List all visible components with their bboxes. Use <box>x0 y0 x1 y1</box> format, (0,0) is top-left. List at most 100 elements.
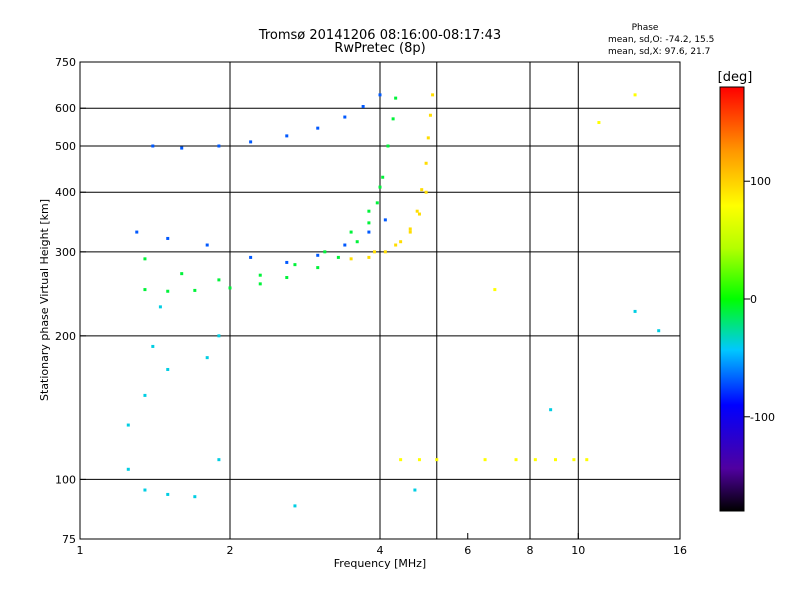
data-point <box>285 276 289 280</box>
data-point <box>126 467 130 471</box>
data-point <box>657 329 661 333</box>
y-tick-label: 100 <box>55 473 76 486</box>
data-point <box>383 250 387 254</box>
colorbar-tick-label: 0 <box>750 293 757 306</box>
stats-o-line: mean, sd,O: -74.2, 15.5 <box>608 35 714 45</box>
data-point <box>585 458 589 462</box>
chart-title: Tromsø 20141206 08:16:00-08:17:43 <box>258 28 501 43</box>
data-point <box>399 240 403 244</box>
data-point <box>217 458 221 462</box>
data-point <box>428 113 432 117</box>
data-point <box>193 288 197 292</box>
data-point <box>378 185 382 189</box>
data-point <box>394 96 398 100</box>
x-tick-label: 10 <box>571 544 585 557</box>
data-point <box>180 272 184 276</box>
x-tick-label: 8 <box>527 544 534 557</box>
data-point <box>408 230 412 234</box>
y-tick-label: 300 <box>55 246 76 259</box>
data-point <box>166 236 170 240</box>
data-point <box>426 136 430 140</box>
data-point <box>343 115 347 119</box>
data-point <box>293 263 297 267</box>
data-point <box>493 288 497 292</box>
data-point <box>424 161 428 165</box>
data-point <box>413 488 417 492</box>
data-point <box>399 458 403 462</box>
data-point <box>420 188 424 192</box>
data-point <box>483 458 487 462</box>
data-point <box>367 221 371 225</box>
x-tick-label: 2 <box>227 544 234 557</box>
data-point <box>166 492 170 496</box>
data-point <box>135 230 139 234</box>
grid-lines <box>80 62 680 539</box>
data-point <box>316 253 320 257</box>
colorbar <box>719 86 745 512</box>
data-point <box>126 423 130 427</box>
data-point <box>553 458 557 462</box>
data-point <box>381 175 385 179</box>
data-point <box>249 255 253 259</box>
data-point <box>533 458 537 462</box>
data-point <box>572 458 576 462</box>
x-tick-label: 6 <box>464 544 471 557</box>
data-point <box>386 144 390 148</box>
data-point <box>258 282 262 286</box>
data-point <box>378 93 382 97</box>
x-tick-label: 4 <box>377 544 384 557</box>
data-point <box>158 305 162 309</box>
data-point <box>316 266 320 270</box>
data-point <box>375 201 379 205</box>
data-point <box>205 356 209 360</box>
y-tick-label: 75 <box>62 533 76 546</box>
data-point <box>228 286 232 290</box>
data-point <box>258 273 262 277</box>
data-point <box>293 504 297 508</box>
data-point <box>394 243 398 247</box>
data-point <box>391 117 395 121</box>
data-point <box>633 93 637 97</box>
data-point <box>383 218 387 222</box>
data-point <box>597 121 601 125</box>
data-point <box>143 393 147 397</box>
data-point <box>151 144 155 148</box>
data-point <box>367 255 371 259</box>
data-point <box>415 209 419 213</box>
data-point <box>166 289 170 293</box>
data-point <box>151 344 155 348</box>
data-point <box>217 278 221 282</box>
data-point <box>180 146 184 150</box>
y-tick-label: 400 <box>55 186 76 199</box>
data-point <box>367 209 371 213</box>
colorbar-tick-label: -100 <box>750 411 775 424</box>
data-point <box>417 458 421 462</box>
data-point <box>355 240 359 244</box>
data-point <box>143 488 147 492</box>
data-point <box>336 255 340 259</box>
data-point <box>143 257 147 261</box>
data-point <box>316 126 320 130</box>
colorbar-ticks: 100 0 -100 <box>744 175 775 424</box>
x-axis-label: Frequency [MHz] <box>334 557 426 570</box>
data-point <box>249 140 253 144</box>
data-point <box>361 105 365 109</box>
x-tick-label: 16 <box>673 544 687 557</box>
data-point <box>424 190 428 194</box>
data-point <box>514 458 518 462</box>
y-tick-label: 500 <box>55 140 76 153</box>
y-tick-label: 600 <box>55 102 76 115</box>
chart-subtitle: RwPretec (8p) <box>334 41 425 56</box>
stats-x-line: mean, sd,X: 97.6, 21.7 <box>608 47 710 57</box>
y-tick-label: 750 <box>55 56 76 69</box>
data-point <box>285 260 289 264</box>
data-point <box>549 408 553 412</box>
data-point <box>343 243 347 247</box>
data-point <box>217 334 221 338</box>
data-point <box>367 230 371 234</box>
data-point <box>633 309 637 313</box>
data-point <box>217 144 221 148</box>
data-point <box>193 495 197 499</box>
colorbar-tick-label: 100 <box>750 175 771 188</box>
